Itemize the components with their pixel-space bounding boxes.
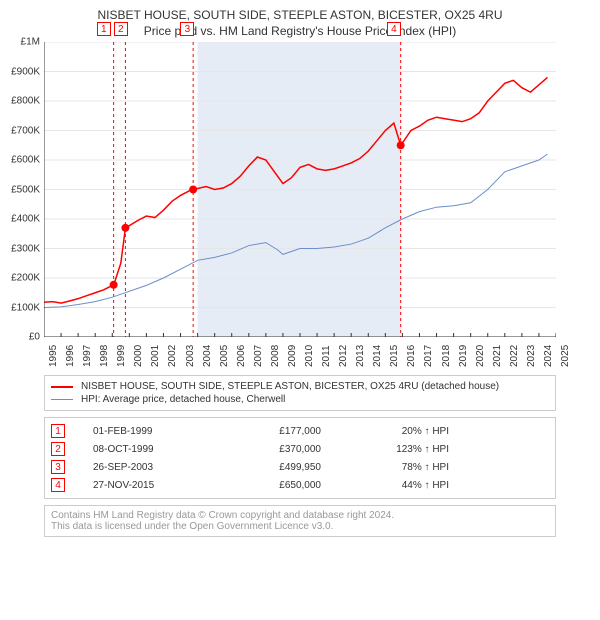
transaction-price: £650,000 [231,480,321,491]
y-tick-label: £700K [11,125,40,136]
x-tick-label: 1995 [48,345,59,367]
y-tick-label: £400K [11,214,40,225]
legend-item: NISBET HOUSE, SOUTH SIDE, STEEPLE ASTON,… [51,380,549,393]
legend-label: HPI: Average price, detached house, Cher… [81,394,285,405]
x-tick-label: 2009 [287,345,298,367]
x-tick-label: 2006 [236,345,247,367]
transaction-change: 20% ↑ HPI [349,426,449,437]
legend: NISBET HOUSE, SOUTH SIDE, STEEPLE ASTON,… [44,375,556,411]
x-tick-label: 2012 [338,345,349,367]
legend-item: HPI: Average price, detached house, Cher… [51,393,549,406]
y-tick-label: £800K [11,96,40,107]
x-tick-label: 2013 [355,345,366,367]
x-tick-label: 2023 [526,345,537,367]
x-tick-label: 2001 [150,345,161,367]
transaction-change: 44% ↑ HPI [349,480,449,491]
legend-swatch [51,386,73,388]
title-main: NISBET HOUSE, SOUTH SIDE, STEEPLE ASTON,… [10,8,590,22]
x-tick-label: 2018 [441,345,452,367]
y-tick-label: £100K [11,302,40,313]
y-tick-label: £900K [11,66,40,77]
x-tick-label: 2002 [167,345,178,367]
chart: £0£100K£200K£300K£400K£500K£600K£700K£80… [44,42,556,337]
x-tick-label: 2020 [475,345,486,367]
credits: Contains HM Land Registry data © Crown c… [44,505,556,537]
legend-label: NISBET HOUSE, SOUTH SIDE, STEEPLE ASTON,… [81,381,499,392]
transaction-date: 08-OCT-1999 [93,444,203,455]
transaction-row: 3 26-SEP-2003 £499,950 78% ↑ HPI [51,458,549,476]
transaction-price: £499,950 [231,462,321,473]
y-tick-label: £500K [11,184,40,195]
x-tick-label: 2011 [321,345,332,367]
x-tick-label: 2005 [219,345,230,367]
transaction-date: 01-FEB-1999 [93,426,203,437]
transaction-price: £370,000 [231,444,321,455]
x-tick-label: 1998 [99,345,110,367]
chart-svg [44,42,556,337]
x-tick-label: 2000 [133,345,144,367]
xtick-spacer [10,337,590,369]
credits-line-1: Contains HM Land Registry data © Crown c… [51,510,549,521]
transaction-date: 27-NOV-2015 [93,480,203,491]
x-tick-label: 2003 [185,345,196,367]
annotation-marker: 3 [180,22,194,36]
y-tick-label: £300K [11,243,40,254]
transaction-row: 1 01-FEB-1999 £177,000 20% ↑ HPI [51,422,549,440]
x-tick-label: 2019 [458,345,469,367]
transaction-marker: 3 [51,460,65,474]
y-tick-label: £0 [29,332,40,343]
transaction-marker: 4 [51,478,65,492]
transaction-price: £177,000 [231,426,321,437]
x-tick-label: 1996 [65,345,76,367]
x-tick-label: 2017 [423,345,434,367]
annotation-marker: 1 [97,22,111,36]
x-tick-label: 2010 [304,345,315,367]
annotation-marker: 4 [387,22,401,36]
transactions-table: 1 01-FEB-1999 £177,000 20% ↑ HPI 2 08-OCT-199… [44,417,556,499]
x-tick-label: 2025 [560,345,571,367]
x-tick-label: 2024 [543,345,554,367]
transaction-marker: 1 [51,424,65,438]
x-tick-label: 1997 [82,345,93,367]
x-tick-label: 2022 [509,345,520,367]
annotation-marker: 2 [114,22,128,36]
transaction-row: 4 27-NOV-2015 £650,000 44% ↑ HPI [51,476,549,494]
x-tick-label: 2016 [406,345,417,367]
y-tick-label: £200K [11,273,40,284]
transaction-change: 123% ↑ HPI [349,444,449,455]
legend-swatch [51,399,73,400]
transaction-change: 78% ↑ HPI [349,462,449,473]
x-tick-label: 2015 [389,345,400,367]
x-tick-label: 2007 [253,345,264,367]
y-tick-label: £1M [21,37,40,48]
x-tick-label: 2014 [372,345,383,367]
transaction-marker: 2 [51,442,65,456]
transaction-date: 26-SEP-2003 [93,462,203,473]
x-tick-label: 2021 [492,345,503,367]
credits-line-2: This data is licensed under the Open Gov… [51,521,549,532]
page: NISBET HOUSE, SOUTH SIDE, STEEPLE ASTON,… [0,0,600,620]
y-tick-label: £600K [11,155,40,166]
x-tick-label: 2004 [202,345,213,367]
x-tick-label: 2008 [270,345,281,367]
x-tick-label: 1999 [116,345,127,367]
transaction-row: 2 08-OCT-1999 £370,000 123% ↑ HPI [51,440,549,458]
